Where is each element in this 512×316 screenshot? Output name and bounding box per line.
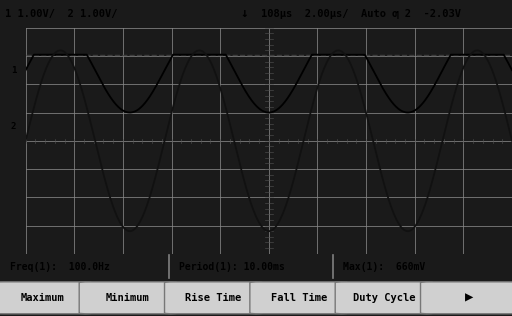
Text: Max(1):  660mV: Max(1): 660mV <box>343 262 425 272</box>
Text: ↓: ↓ <box>241 7 248 21</box>
FancyBboxPatch shape <box>0 282 92 314</box>
Text: Rise Time: Rise Time <box>185 293 242 303</box>
FancyBboxPatch shape <box>164 282 262 314</box>
Text: Maximum: Maximum <box>21 293 65 303</box>
FancyBboxPatch shape <box>420 282 512 314</box>
Text: Duty Cycle: Duty Cycle <box>353 293 415 303</box>
Text: Freq(1):  100.0Hz: Freq(1): 100.0Hz <box>10 262 110 272</box>
FancyBboxPatch shape <box>335 282 433 314</box>
Text: Period(1): 10.00ms: Period(1): 10.00ms <box>179 262 285 272</box>
Text: ▶: ▶ <box>465 291 474 305</box>
Text: 2: 2 <box>11 122 16 131</box>
Text: 108μs  2.00μs/  Auto ƣ 2  -2.03V: 108μs 2.00μs/ Auto ƣ 2 -2.03V <box>261 9 461 19</box>
Text: 1: 1 <box>11 66 16 75</box>
FancyBboxPatch shape <box>79 282 177 314</box>
FancyBboxPatch shape <box>250 282 348 314</box>
Text: 1 1.00V/  2 1.00V/: 1 1.00V/ 2 1.00V/ <box>5 9 118 19</box>
Text: Minimum: Minimum <box>106 293 150 303</box>
Text: Fall Time: Fall Time <box>270 293 327 303</box>
